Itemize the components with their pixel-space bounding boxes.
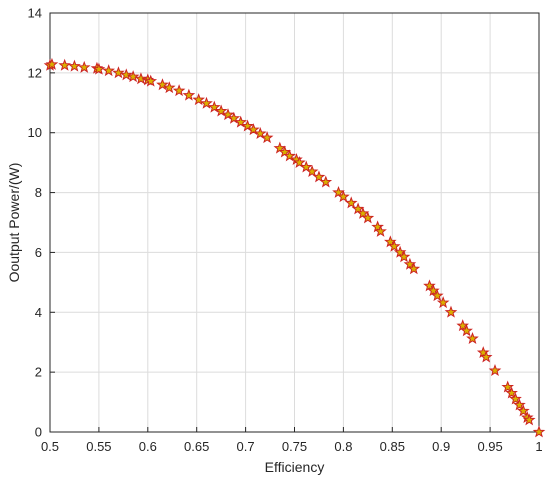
x-tick-label: 0.5 bbox=[41, 439, 59, 454]
data-point bbox=[403, 257, 417, 270]
data-point bbox=[393, 245, 407, 258]
x-tick-label: 1 bbox=[535, 439, 542, 454]
data-point bbox=[58, 58, 71, 71]
data-point bbox=[319, 175, 333, 188]
y-tick-label: 14 bbox=[28, 6, 42, 21]
data-point bbox=[102, 64, 115, 77]
x-axis-ticks: 0.5 0.55 0.6 0.65 0.7 0.75 0.8 0.85 0.9 0.95 1 bbox=[41, 427, 543, 454]
data-point bbox=[45, 57, 59, 70]
x-axis-label: Efficiency bbox=[265, 459, 325, 475]
data-point bbox=[384, 235, 397, 248]
data-point bbox=[134, 72, 148, 85]
data-point bbox=[260, 131, 274, 144]
data-point bbox=[387, 239, 401, 252]
x-tick-label: 0.95 bbox=[477, 439, 502, 454]
data-point bbox=[476, 346, 490, 359]
data-point bbox=[163, 81, 176, 94]
y-tick-label: 4 bbox=[35, 305, 42, 320]
x-tick-label: 0.6 bbox=[139, 439, 157, 454]
data-points bbox=[43, 57, 546, 438]
x-tick-label: 0.8 bbox=[334, 439, 352, 454]
data-point bbox=[361, 211, 375, 224]
data-point bbox=[68, 59, 81, 72]
x-tick-label: 0.7 bbox=[237, 439, 255, 454]
data-point bbox=[221, 108, 235, 121]
data-point bbox=[305, 164, 319, 177]
data-point bbox=[337, 190, 350, 203]
data-point bbox=[517, 404, 530, 417]
data-point bbox=[156, 78, 169, 91]
data-point bbox=[208, 100, 221, 113]
data-point bbox=[172, 84, 186, 97]
data-point bbox=[227, 111, 241, 124]
data-point bbox=[77, 60, 91, 73]
data-point bbox=[456, 319, 470, 332]
data-point bbox=[505, 386, 518, 399]
data-point bbox=[312, 170, 326, 183]
y-tick-label: 2 bbox=[35, 365, 42, 380]
x-tick-label: 0.65 bbox=[184, 439, 209, 454]
data-point bbox=[253, 126, 267, 139]
data-point bbox=[423, 279, 436, 292]
data-point bbox=[214, 104, 228, 117]
data-point bbox=[283, 149, 296, 162]
data-point bbox=[466, 331, 479, 344]
data-point bbox=[119, 68, 133, 81]
data-point bbox=[299, 160, 313, 173]
data-point bbox=[344, 196, 358, 209]
data-point bbox=[488, 364, 502, 377]
y-tick-label: 12 bbox=[28, 65, 42, 80]
data-point bbox=[356, 206, 370, 219]
data-point bbox=[444, 305, 458, 318]
data-point bbox=[351, 202, 365, 215]
data-point bbox=[407, 262, 421, 275]
data-point bbox=[430, 289, 444, 302]
data-point bbox=[293, 156, 306, 169]
data-point bbox=[460, 324, 473, 337]
data-point bbox=[479, 350, 493, 363]
data-point bbox=[200, 96, 213, 109]
data-point bbox=[182, 88, 196, 101]
y-tick-label: 6 bbox=[35, 245, 42, 260]
data-point bbox=[374, 224, 387, 237]
data-point bbox=[371, 220, 384, 233]
x-tick-label: 0.9 bbox=[432, 439, 450, 454]
data-point bbox=[522, 413, 536, 426]
data-point bbox=[501, 380, 515, 393]
data-point bbox=[126, 70, 140, 83]
y-tick-label: 0 bbox=[35, 425, 42, 440]
data-point bbox=[513, 398, 526, 411]
data-point bbox=[436, 296, 450, 309]
data-point bbox=[397, 250, 411, 263]
data-point bbox=[241, 119, 254, 132]
y-axis-ticks: 0 2 4 6 8 10 12 14 bbox=[28, 6, 55, 440]
data-point bbox=[192, 93, 205, 106]
data-point bbox=[509, 392, 522, 405]
data-point bbox=[247, 123, 260, 136]
x-tick-label: 0.75 bbox=[282, 439, 307, 454]
data-point bbox=[427, 284, 440, 297]
x-tick-label: 0.85 bbox=[380, 439, 405, 454]
data-point bbox=[144, 74, 158, 87]
y-tick-label: 10 bbox=[28, 125, 42, 140]
y-axis-label: Ooutput Power/(W) bbox=[6, 163, 22, 283]
data-point bbox=[92, 62, 106, 75]
data-point bbox=[532, 425, 546, 438]
y-tick-label: 8 bbox=[35, 185, 42, 200]
data-point bbox=[234, 115, 248, 128]
data-point bbox=[112, 66, 125, 79]
x-tick-label: 0.55 bbox=[86, 439, 111, 454]
